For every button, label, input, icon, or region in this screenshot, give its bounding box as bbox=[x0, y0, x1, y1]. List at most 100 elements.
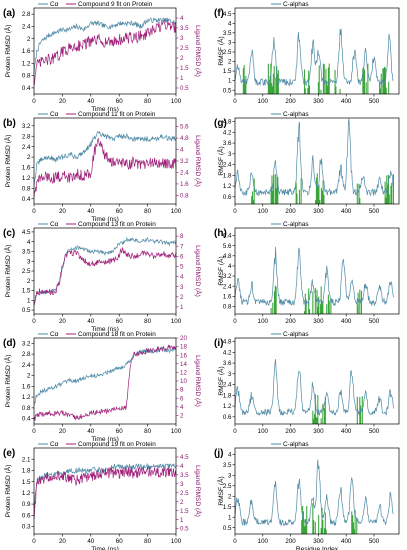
y-tick-label: 4.5 bbox=[22, 229, 31, 236]
plot-area bbox=[234, 118, 394, 204]
y2-tick-label: 1 bbox=[180, 75, 184, 82]
plot-area bbox=[33, 236, 177, 306]
y2-tick-label: 3.5 bbox=[180, 472, 189, 479]
x-tick-label: 300 bbox=[313, 208, 324, 215]
y2-tick-label: 8 bbox=[180, 387, 184, 394]
y-tick-label: 3.5 bbox=[223, 30, 232, 37]
panel-i: (i) 0 100 200 300 400 500 0.6 1.2 1.8 2.4 3 3.6 4.2 4.… bbox=[214, 331, 400, 435]
legend-label: C-alphas bbox=[283, 1, 309, 8]
legend-label: C-alphas bbox=[283, 111, 309, 118]
plot-area bbox=[33, 344, 177, 421]
plot-area bbox=[234, 459, 394, 534]
y-tick-label: 3.5 bbox=[22, 249, 31, 256]
panel-label: (d) bbox=[3, 338, 16, 349]
x-tick-label: 60 bbox=[116, 208, 123, 215]
y-tick-label: 4 bbox=[228, 263, 232, 270]
y2-tick-label: 16 bbox=[180, 352, 187, 359]
y-tick-label: 2 bbox=[27, 36, 31, 43]
y-tick-label: 1.6 bbox=[22, 48, 31, 55]
y2-tick-label: 0.5 bbox=[180, 526, 189, 533]
y-axis-label: RMSF (Å) bbox=[216, 36, 225, 65]
y2-tick-label: 5.6 bbox=[180, 124, 189, 131]
panel-c: (c) 0 20 40 60 80 100 0.5 1 1.5 2 2.5 3 3.5 4 4.5 1 2 3 4 5 6… bbox=[3, 221, 203, 333]
y-tick-label: 3.6 bbox=[223, 140, 232, 147]
x-tick-label: 400 bbox=[341, 538, 352, 545]
y-axis-label: RMSF (Å) bbox=[216, 146, 225, 175]
x-tick-label: 300 bbox=[313, 538, 324, 545]
plot-area bbox=[234, 246, 394, 314]
y-tick-label: 4.2 bbox=[223, 129, 232, 136]
y-tick-label: 1.8 bbox=[22, 468, 31, 475]
y-tick-label: 4.2 bbox=[223, 349, 232, 356]
y-tick-label: 2.5 bbox=[22, 268, 31, 275]
y-tick-label: 0.6 bbox=[22, 512, 31, 519]
x-tick-label: 0 bbox=[233, 98, 237, 105]
y-tick-label: 2.4 bbox=[223, 382, 232, 389]
y-tick-label: 1.6 bbox=[22, 165, 31, 172]
x-tick-label: 200 bbox=[285, 538, 296, 545]
legend: C-alphas bbox=[271, 331, 309, 338]
y-tick-label: 0.8 bbox=[22, 405, 31, 412]
y2-tick-label: 20 bbox=[180, 335, 187, 342]
y-tick-label: 2 bbox=[27, 278, 31, 285]
legend: Cα Compound 11 fit on Protein bbox=[38, 111, 156, 118]
y-tick-label: 1.5 bbox=[22, 479, 31, 486]
y-tick-label: 0.3 bbox=[22, 524, 31, 531]
panel-g: (g) 0 100 200 300 400 500 0.6 1.2 1.8 2.4 3 3.6 4.2 4.… bbox=[214, 111, 400, 215]
y-tick-label: 3.2 bbox=[22, 340, 31, 347]
x-tick-label: 0 bbox=[233, 538, 237, 545]
y2-tick-label: 1 bbox=[180, 517, 184, 524]
y-tick-label: 2 bbox=[228, 59, 232, 66]
y2-tick-label: 1 bbox=[180, 304, 184, 311]
x-tick-label: 60 bbox=[116, 538, 123, 545]
x-tick-label: 200 bbox=[285, 428, 296, 435]
legend-label: Compound 11 fit on Protein bbox=[78, 111, 156, 118]
plot-area bbox=[234, 359, 394, 424]
protein-rmsd-line bbox=[33, 17, 177, 74]
y-axis-label: Protein RMSD (Å) bbox=[3, 355, 12, 408]
rmsf-line bbox=[234, 459, 394, 527]
y-tick-label: 1.2 bbox=[223, 403, 232, 410]
legend-label: Compound 19 fit on Protein bbox=[78, 441, 156, 448]
x-tick-label: 0 bbox=[32, 98, 36, 105]
plot-area bbox=[33, 130, 177, 198]
y-tick-label: 0.5 bbox=[22, 307, 31, 314]
legend: C-alphas bbox=[271, 441, 309, 448]
y2-tick-label: 2 bbox=[180, 55, 184, 62]
plot-area bbox=[33, 17, 177, 86]
x-tick-label: 400 bbox=[341, 318, 352, 325]
y-axis-label: Protein RMSD (Å) bbox=[3, 135, 12, 188]
y2-tick-label: 4 bbox=[180, 147, 184, 154]
legend: C-alphas bbox=[271, 111, 309, 118]
y-tick-label: 4.8 bbox=[223, 253, 232, 260]
y2-tick-label: 8 bbox=[180, 233, 184, 240]
x-tick-label: 100 bbox=[258, 318, 269, 325]
panel-label: (e) bbox=[3, 448, 15, 459]
y-tick-label: 2.5 bbox=[223, 483, 232, 490]
y2-tick-label: 4 bbox=[180, 404, 184, 411]
x-axis-label: Time (ns) bbox=[91, 326, 119, 333]
panel-label: (f) bbox=[214, 8, 224, 19]
x-tick-label: 60 bbox=[116, 428, 123, 435]
y2-tick-label: 18 bbox=[180, 344, 187, 351]
x-tick-label: 100 bbox=[258, 428, 269, 435]
x-tick-label: 40 bbox=[87, 428, 94, 435]
y-tick-label: 2.4 bbox=[223, 283, 232, 290]
y-tick-label: 1.2 bbox=[22, 175, 31, 182]
panel-label: (i) bbox=[214, 338, 223, 349]
x-tick-label: 60 bbox=[116, 318, 123, 325]
y-tick-label: 1.5 bbox=[22, 288, 31, 295]
y-tick-label: 3 bbox=[228, 151, 232, 158]
legend-label: Compound 18 fit on Protein bbox=[78, 331, 156, 338]
y2-tick-label: 2 bbox=[180, 413, 184, 420]
y-tick-label: 0.5 bbox=[223, 525, 232, 532]
y-axis-label: Protein RMSD (Å) bbox=[3, 245, 12, 298]
x-tick-label: 200 bbox=[285, 208, 296, 215]
x-tick-label: 500 bbox=[369, 208, 380, 215]
x-tick-label: 20 bbox=[59, 538, 66, 545]
x-tick-label: 80 bbox=[144, 428, 151, 435]
rmsf-line bbox=[234, 246, 394, 307]
y2-tick-label: 6 bbox=[180, 395, 184, 402]
x-tick-label: 20 bbox=[59, 428, 66, 435]
y2-axis-label: Ligand RMSD (Å) bbox=[194, 465, 203, 517]
